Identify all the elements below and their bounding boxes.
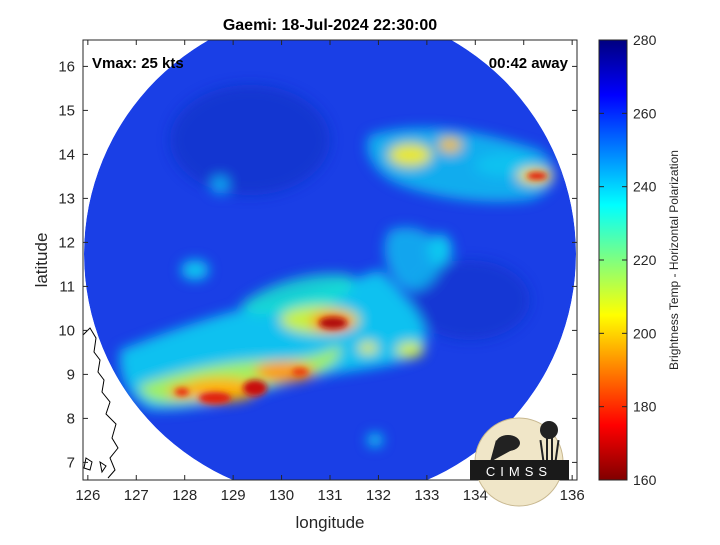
x-tick-label: 126 [75,487,100,504]
y-tick-label: 8 [67,410,75,427]
y-tick-label: 11 [59,278,75,295]
coastline [83,327,119,479]
convective-cell [438,137,462,153]
y-tick-label: 10 [58,322,75,339]
time-away-label: 00:42 away [489,55,569,72]
vmax-label: Vmax: 25 kts [92,55,184,72]
x-tick-label: 134 [463,487,488,504]
map-title: Gaemi: 18-Jul-2024 22:30:00 [223,17,437,34]
colorbar-tick-label: 280 [633,32,657,48]
colorbar-tick-label: 260 [633,105,657,121]
cyan-cell [367,433,383,447]
cyan-cell [181,260,209,280]
colorbar-tick-label: 200 [633,325,657,341]
y-tick-label: 12 [58,234,75,251]
colorbar-tick-label: 220 [633,252,657,268]
y-axis-ticks: 7 8 9 10 11 12 13 14 15 16 [58,58,577,471]
colorbar-tick-label: 240 [633,179,657,195]
convective-cell [396,342,424,358]
x-tick-label: 133 [414,487,439,504]
convective-cell [358,342,378,354]
hot-core [527,172,547,180]
cold-region [170,85,330,195]
x-tick-label: 136 [560,487,585,504]
x-tick-label: 129 [221,487,246,504]
cold-region [410,260,530,340]
cyan-cell [211,176,229,194]
hot-core [319,317,347,329]
hot-core [175,388,189,396]
logo-text: CIMSS [486,464,552,479]
hot-core [243,380,267,396]
convective-cell [388,143,432,167]
hot-core [292,368,308,376]
colorbar-tick-label: 180 [633,399,657,415]
y-axis-label: latitude [32,233,51,288]
cyan-cell [428,234,452,266]
y-tick-label: 16 [58,58,75,75]
cimss-logo: CIMSS [470,417,569,507]
x-tick-label: 130 [269,487,294,504]
hot-core [199,392,231,404]
rainband-arm [240,273,353,315]
y-tick-label: 9 [67,366,75,383]
y-tick-label: 14 [58,146,75,163]
y-tick-label: 15 [58,102,75,119]
colorbar-ticks: 160 180 200 220 240 260 280 [599,32,657,488]
x-tick-label: 127 [124,487,149,504]
y-tick-label: 7 [67,454,75,471]
cyan-cell [475,153,535,177]
coastline-island [83,457,107,474]
y-tick-label: 13 [58,190,75,207]
colorbar-label: Brightness Temp - Horizontal Polarizatio… [667,150,681,370]
x-axis-label: longitude [295,513,364,532]
warm-cell [255,362,315,382]
colorbar-tick-label: 160 [633,472,657,488]
rainband-mid [384,227,442,291]
x-tick-label: 128 [172,487,197,504]
x-tick-label: 131 [317,487,342,504]
x-tick-label: 132 [366,487,391,504]
